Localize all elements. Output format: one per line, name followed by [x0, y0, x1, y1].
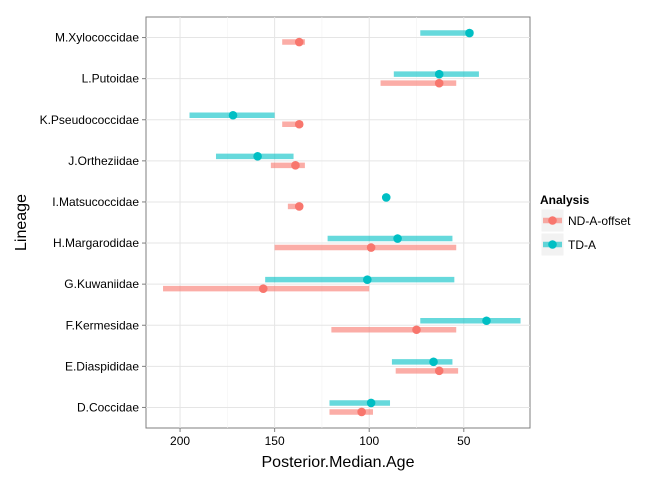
median-point	[363, 275, 372, 284]
y-tick-labels: D.Coccidae E.Diaspididae F.Kermesidae G.Kuw…	[40, 31, 146, 414]
y-tick-label: K.Pseudococcidae	[40, 113, 140, 127]
y-tick-label: D.Coccidae	[77, 400, 139, 414]
median-point	[412, 325, 421, 335]
median-point	[291, 161, 300, 170]
median-point	[366, 243, 376, 252]
chart-marks	[163, 28, 521, 417]
median-point	[429, 357, 438, 367]
legend-label: TD-A	[568, 238, 596, 252]
x-tick-label: 150	[265, 434, 285, 448]
legend-key-point	[548, 240, 557, 249]
median-point	[381, 193, 391, 202]
median-point	[253, 152, 262, 161]
y-tick-label: E.Diaspididae	[65, 359, 139, 373]
panel-background	[145, 16, 531, 429]
y-tick-label: J.Ortheziidae	[68, 154, 139, 168]
median-point	[366, 398, 376, 408]
legend: Analysis ND-A-offset TD-A	[540, 193, 631, 257]
median-point	[294, 37, 304, 47]
median-point	[228, 110, 238, 120]
y-tick-label: M.Xylococcidae	[55, 31, 139, 45]
median-point	[294, 202, 304, 211]
x-axis-title: Posterior.Median.Age	[262, 454, 415, 471]
y-axis-title: Lineage	[13, 194, 30, 251]
legend-title: Analysis	[540, 193, 590, 207]
median-point	[434, 78, 444, 88]
median-point	[434, 366, 444, 376]
median-point	[465, 28, 474, 38]
plot-panel	[145, 16, 531, 429]
y-tick-label: G.Kuwaniidae	[64, 277, 139, 291]
x-tick-label: 50	[457, 434, 471, 448]
y-tick-label: I.Matsucoccidae	[52, 195, 139, 209]
median-point	[482, 316, 491, 326]
x-tick-labels: 200 150 100 50	[170, 428, 471, 448]
y-tick-label: F.Kermesidae	[66, 318, 140, 332]
median-point	[294, 119, 304, 129]
median-point	[357, 407, 366, 417]
legend-label: ND-A-offset	[568, 214, 631, 228]
legend-key-point	[548, 216, 557, 225]
y-tick-label: H.Margarodidae	[53, 236, 139, 250]
y-tick-label: L.Putoidae	[82, 72, 140, 86]
median-point	[393, 234, 402, 243]
x-tick-label: 100	[359, 434, 379, 448]
median-point	[258, 284, 268, 293]
x-tick-label: 200	[170, 434, 190, 448]
median-point	[434, 69, 444, 79]
